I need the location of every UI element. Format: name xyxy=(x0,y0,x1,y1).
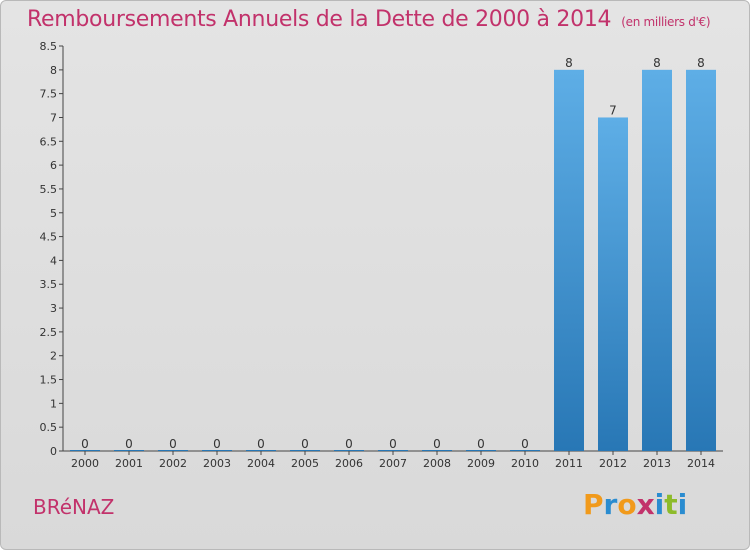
x-tick-label: 2003 xyxy=(203,457,231,470)
x-tick-label: 2006 xyxy=(335,457,363,470)
data-label: 0 xyxy=(81,437,89,451)
y-tick-label: 1 xyxy=(50,397,57,410)
y-tick-label: 1.5 xyxy=(40,374,58,387)
brand-letter: o xyxy=(617,488,637,521)
data-label: 8 xyxy=(697,56,705,70)
x-tick-label: 2000 xyxy=(71,457,99,470)
proxiti-logo: Proxiti xyxy=(583,488,687,521)
bar xyxy=(554,69,584,451)
bar xyxy=(598,117,628,452)
x-tick-label: 2001 xyxy=(115,457,143,470)
brand-letter: t xyxy=(664,488,678,521)
brand-letter: i xyxy=(677,488,688,521)
y-tick-label: 7.5 xyxy=(40,88,58,101)
y-tick-label: 0.5 xyxy=(40,421,58,434)
x-tick-label: 2009 xyxy=(467,457,495,470)
data-label: 0 xyxy=(433,437,441,451)
y-tick-label: 3 xyxy=(50,302,57,315)
y-tick-label: 5 xyxy=(50,207,57,220)
y-tick-label: 4 xyxy=(50,254,57,267)
x-tick-label: 2005 xyxy=(291,457,319,470)
x-tick-label: 2002 xyxy=(159,457,187,470)
commune-name: BRéNAZ xyxy=(33,495,115,519)
data-label: 0 xyxy=(345,437,353,451)
x-tick-label: 2004 xyxy=(247,457,275,470)
y-tick-label: 6.5 xyxy=(40,135,58,148)
data-label: 7 xyxy=(609,103,617,117)
y-tick-label: 8 xyxy=(50,64,57,77)
y-tick-label: 4.5 xyxy=(40,231,58,244)
brand-letter: r xyxy=(603,488,618,521)
data-label: 0 xyxy=(257,437,265,451)
y-tick-label: 2.5 xyxy=(40,326,58,339)
data-label: 0 xyxy=(213,437,221,451)
brand-letter: i xyxy=(654,488,665,521)
x-tick-label: 2011 xyxy=(555,457,583,470)
x-tick-label: 2012 xyxy=(599,457,627,470)
bar xyxy=(642,69,672,451)
bar xyxy=(686,69,716,451)
y-tick-label: 6 xyxy=(50,159,57,172)
x-tick-label: 2013 xyxy=(643,457,671,470)
data-label: 8 xyxy=(653,56,661,70)
data-label: 0 xyxy=(521,437,529,451)
y-tick-label: 0 xyxy=(50,445,57,458)
x-tick-label: 2014 xyxy=(687,457,715,470)
chart-title: Remboursements Annuels de la Dette de 20… xyxy=(27,7,711,32)
x-tick-label: 2010 xyxy=(511,457,539,470)
y-tick-label: 3.5 xyxy=(40,278,58,291)
title-unit: (en milliers d'€) xyxy=(621,15,711,29)
x-tick-label: 2008 xyxy=(423,457,451,470)
data-label: 8 xyxy=(565,56,573,70)
data-label: 0 xyxy=(301,437,309,451)
data-label: 0 xyxy=(477,437,485,451)
title-text: Remboursements Annuels de la Dette de 20… xyxy=(27,7,612,32)
data-label: 0 xyxy=(125,437,133,451)
y-tick-label: 2 xyxy=(50,350,57,363)
y-tick-label: 5.5 xyxy=(40,183,58,196)
x-tick-label: 2007 xyxy=(379,457,407,470)
y-tick-label: 7 xyxy=(50,111,57,124)
y-tick-label: 8.5 xyxy=(40,40,58,53)
brand-letter: x xyxy=(636,488,655,521)
brand-letter: P xyxy=(583,488,604,521)
data-label: 0 xyxy=(389,437,397,451)
data-label: 0 xyxy=(169,437,177,451)
